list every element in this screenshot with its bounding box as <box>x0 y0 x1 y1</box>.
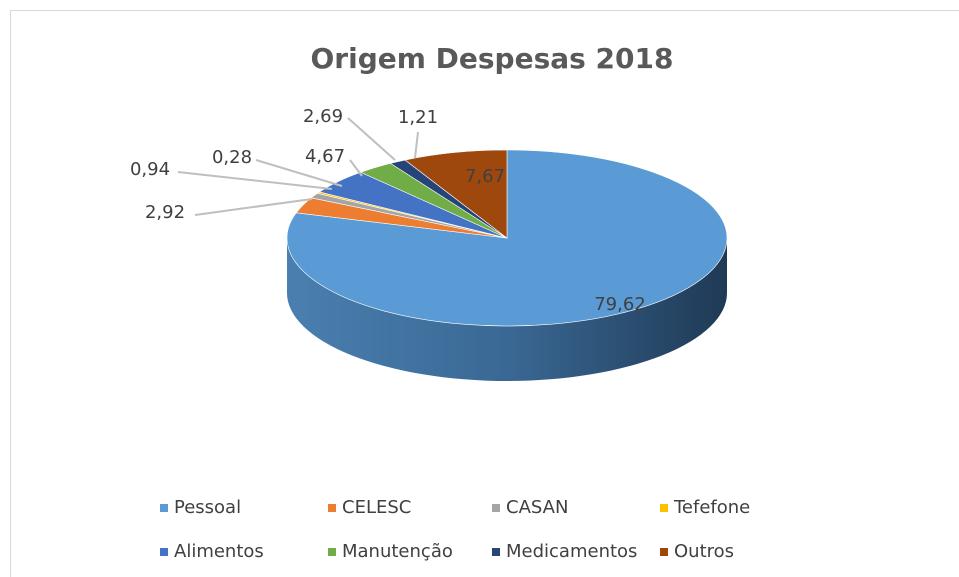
data-label: 7,67 <box>465 166 505 187</box>
legend-label: Medicamentos <box>506 541 637 562</box>
legend-label: CASAN <box>506 497 568 518</box>
legend-label: Outros <box>674 541 734 562</box>
data-label: 1,21 <box>398 107 438 128</box>
legend-marker <box>660 504 668 512</box>
data-label: 79,62 <box>594 294 646 315</box>
legend-marker <box>492 504 500 512</box>
legend-marker <box>160 504 168 512</box>
legend-marker <box>492 548 500 556</box>
leader-line <box>255 159 343 187</box>
legend-marker <box>160 548 168 556</box>
leader-line <box>194 198 313 216</box>
data-label: 4,67 <box>305 146 345 167</box>
data-label: 2,69 <box>303 106 343 127</box>
slice <box>404 149 508 239</box>
legend-label: Alimentos <box>174 541 264 562</box>
slice-side <box>287 238 727 381</box>
legend-marker <box>660 548 668 556</box>
legend-label: Pessoal <box>174 497 241 518</box>
data-label: 0,94 <box>130 159 170 180</box>
legend-label: Manutenção <box>342 541 453 562</box>
leader-line <box>347 117 396 161</box>
chart-title: Origem Despesas 2018 <box>310 42 673 75</box>
data-label: 2,92 <box>145 202 185 223</box>
data-label: 0,28 <box>212 147 252 168</box>
leader-line <box>349 159 363 177</box>
legend-marker <box>328 504 336 512</box>
legend-label: Tefefone <box>673 497 750 518</box>
slice <box>286 149 728 327</box>
leader-line <box>177 171 333 190</box>
leader-line <box>414 131 419 159</box>
legend-marker <box>328 548 336 556</box>
legend-label: CELESC <box>342 497 411 518</box>
